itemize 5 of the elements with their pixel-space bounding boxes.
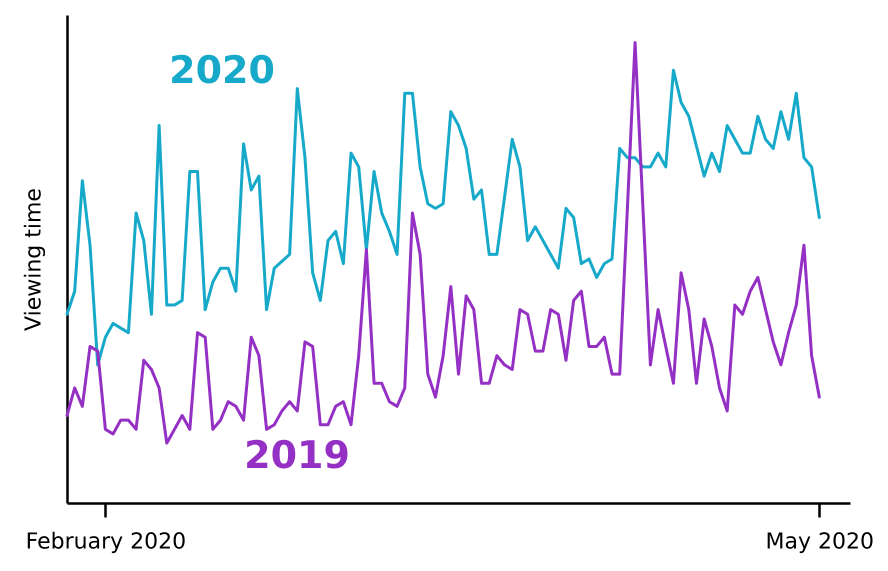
x-tick-label: May 2020 [766,530,874,554]
x-tick-label: February 2020 [26,530,186,554]
y-axis-title: Viewing time [22,188,46,331]
series-label: 2019 [244,433,350,477]
series-label: 2020 [169,48,275,92]
